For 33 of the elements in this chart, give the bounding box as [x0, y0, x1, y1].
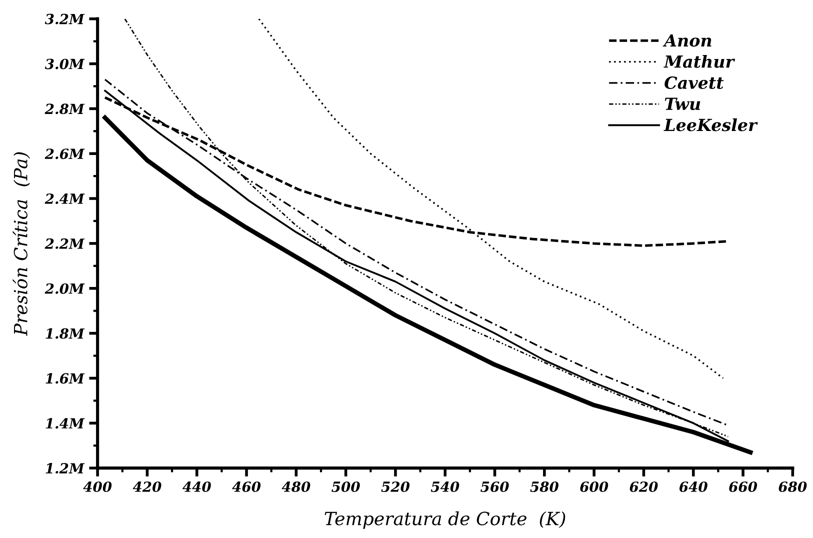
x-tick-label: 680: [778, 482, 807, 492]
x-tick-label: 520: [381, 482, 410, 492]
y-tick-label: 1.2M: [46, 463, 85, 474]
x-tick-label: 480: [282, 482, 310, 492]
y-tick-label: 1.4M: [46, 418, 85, 429]
x-tick-label: 560: [480, 482, 509, 492]
x-tick-label: 420: [132, 482, 162, 492]
x-tick-label: 540: [430, 482, 460, 492]
y-tick-label: 1.6M: [46, 373, 85, 384]
legend-label: Mathur: [664, 54, 736, 68]
y-tick-label: 2.0M: [44, 283, 85, 294]
x-tick-label: 400: [83, 482, 112, 492]
x-tick-label: 600: [580, 482, 608, 492]
y-tick-label: 2.2M: [44, 238, 85, 249]
x-tick-label: 620: [630, 482, 658, 492]
x-tick-label: 580: [530, 482, 558, 492]
y-tick-label: 3.2M: [44, 14, 85, 24]
x-tick-label: 500: [332, 482, 360, 492]
y-tick-label: 3.0M: [44, 58, 85, 70]
y-tick-label: 2.6M: [44, 148, 85, 160]
y-tick-label: 1.8M: [46, 328, 85, 339]
legend-label: LeeKesler: [664, 118, 758, 132]
x-tick-label: 660: [729, 482, 758, 492]
legend-label: Anon: [662, 34, 712, 47]
x-tick-label: 440: [182, 482, 211, 492]
y-tick-label: 2.4M: [44, 193, 85, 204]
x-tick-label: 460: [232, 482, 261, 492]
x-tick-label: 640: [680, 482, 708, 492]
legend-label: Cavett: [664, 76, 724, 89]
legend-label: Twu: [664, 98, 700, 110]
y-tick-label: 2.8M: [44, 104, 85, 114]
y-axis-title: Presión Crítica (Pa): [12, 152, 30, 336]
x-axis-title: Temperatura de Corte (K): [324, 511, 566, 529]
